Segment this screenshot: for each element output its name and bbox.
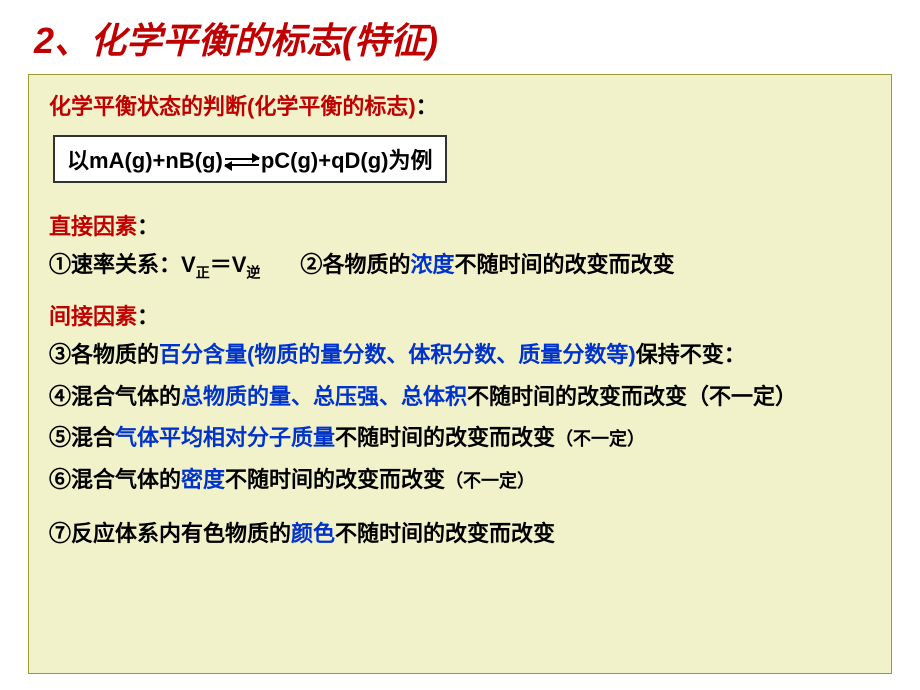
item6-blue: 密度 bbox=[181, 467, 225, 492]
item1-sub1: 正 bbox=[196, 264, 210, 280]
equilibrium-arrow-icon bbox=[225, 155, 259, 169]
subtitle: 化学平衡状态的判断(化学平衡的标志)： bbox=[49, 89, 871, 121]
item5-note: （不一定） bbox=[555, 429, 645, 449]
item2-blue: 浓度 bbox=[410, 252, 454, 277]
item5-blue: 气体平均相对分子质量 bbox=[115, 425, 335, 450]
item5-t2: 不随时间的改变而改变 bbox=[335, 425, 555, 450]
item6-note: （不一定） bbox=[445, 471, 535, 491]
item6-num: ⑥ bbox=[49, 467, 71, 492]
item3-num: ③ bbox=[49, 342, 71, 367]
item1-v1: V bbox=[181, 252, 196, 277]
indirect-colon: ： bbox=[137, 304, 159, 329]
direct-colon: ： bbox=[137, 214, 159, 239]
item-3: ③各物质的百分含量(物质的量分数、体积分数、质量分数等)保持不变： bbox=[49, 339, 871, 371]
item1-sub2: 逆 bbox=[246, 264, 260, 280]
item7-t1: 反应体系内有色物质的 bbox=[71, 521, 291, 546]
item-5: ⑤混合气体平均相对分子质量不随时间的改变而改变（不一定） bbox=[49, 422, 871, 454]
item7-t2: 不随时间的改变而改变 bbox=[335, 521, 555, 546]
item4-blue: 总物质的量、总压强、总体积 bbox=[181, 384, 467, 409]
slide: 2、化学平衡的标志(特征) 化学平衡状态的判断(化学平衡的标志)： 以mA(g)… bbox=[0, 0, 920, 690]
item-2: ②各物质的浓度不随时间的改变而改变 bbox=[300, 249, 674, 283]
item-6: ⑥混合气体的密度不随时间的改变而改变（不一定） bbox=[49, 464, 871, 496]
indirect-factors-label: 间接因素： bbox=[49, 299, 871, 331]
item1-t1: 速率关系： bbox=[71, 252, 181, 277]
slide-title: 2、化学平衡的标志(特征) bbox=[34, 12, 892, 64]
item5-num: ⑤ bbox=[49, 425, 71, 450]
item-4: ④混合气体的总物质的量、总压强、总体积不随时间的改变而改变（不一定） bbox=[49, 381, 871, 413]
item1-eq: ＝ bbox=[210, 252, 232, 277]
subtitle-red: 化学平衡状态的判断(化学平衡的标志) bbox=[49, 94, 416, 119]
item6-t2: 不随时间的改变而改变 bbox=[225, 467, 445, 492]
item3-blue: 百分含量(物质的量分数、体积分数、质量分数等) bbox=[159, 342, 636, 367]
item2-num: ② bbox=[300, 252, 322, 277]
item4-num: ④ bbox=[49, 384, 71, 409]
item-7: ⑦反应体系内有色物质的颜色不随时间的改变而改变 bbox=[49, 518, 871, 550]
equation-box: 以mA(g)+nB(g) pC(g)+qD(g)为例 bbox=[53, 135, 447, 183]
eq-lhs: mA(g)+nB(g) bbox=[89, 148, 223, 173]
subtitle-colon: ： bbox=[416, 94, 438, 119]
eq-suffix: 为例 bbox=[389, 148, 433, 173]
item3-t2: 保持不变： bbox=[636, 342, 746, 367]
item5-t1: 混合 bbox=[71, 425, 115, 450]
content-box: 化学平衡状态的判断(化学平衡的标志)： 以mA(g)+nB(g)pC(g)+qD… bbox=[28, 74, 892, 674]
direct-factors-label: 直接因素： bbox=[49, 209, 871, 241]
indirect-label: 间接因素 bbox=[49, 304, 137, 329]
item1-v2: V bbox=[232, 252, 247, 277]
eq-prefix: 以 bbox=[67, 148, 89, 173]
eq-rhs: pC(g)+qD(g) bbox=[261, 148, 389, 173]
item1-num: ① bbox=[49, 252, 71, 277]
item4-t1: 混合气体的 bbox=[71, 384, 181, 409]
item7-blue: 颜色 bbox=[291, 521, 335, 546]
item7-num: ⑦ bbox=[49, 521, 71, 546]
item4-t2: 不随时间的改变而改变（不一定） bbox=[467, 384, 797, 409]
item2-t1: 各物质的 bbox=[322, 252, 410, 277]
item3-t1: 各物质的 bbox=[71, 342, 159, 367]
item-1: ①速率关系：V正＝V逆 bbox=[49, 249, 260, 283]
direct-label: 直接因素 bbox=[49, 214, 137, 239]
direct-row: ①速率关系：V正＝V逆 ②各物质的浓度不随时间的改变而改变 bbox=[49, 249, 871, 283]
item2-t2: 不随时间的改变而改变 bbox=[454, 252, 674, 277]
item6-t1: 混合气体的 bbox=[71, 467, 181, 492]
